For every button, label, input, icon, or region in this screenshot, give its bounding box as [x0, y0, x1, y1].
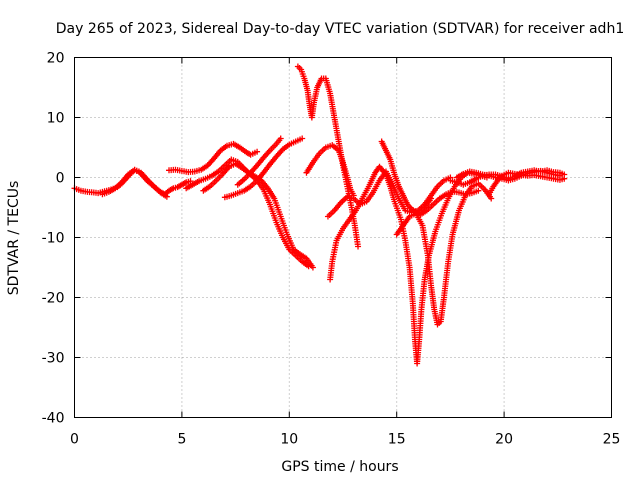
y-tick-label: -40: [42, 411, 65, 427]
y-tick-label: 20: [47, 51, 65, 67]
series-arc-6: [221, 135, 306, 201]
series-arc-7: [234, 135, 284, 188]
data-point: [163, 193, 170, 200]
y-tick-label: -10: [42, 231, 65, 247]
axis-ticks: 0 5 10 15 20 25 -40 -30 -20 -10 0 10 20: [42, 51, 621, 448]
data-marks: [71, 63, 568, 367]
data-point: [556, 172, 563, 179]
grid: [74, 57, 612, 418]
data-point: [277, 135, 284, 142]
data-point: [561, 175, 568, 182]
data-point: [428, 195, 435, 202]
data-point: [299, 135, 306, 142]
x-tick-label: 25: [603, 432, 621, 448]
x-axis-label: GPS time / hours: [281, 459, 398, 475]
y-tick-label: 0: [56, 171, 65, 187]
x-tick-label: 20: [495, 432, 513, 448]
data-point: [488, 195, 495, 202]
y-tick-label: -30: [42, 351, 65, 367]
series-arc-17: [453, 167, 563, 184]
x-tick-label: 10: [280, 432, 298, 448]
y-tick-label: 10: [47, 111, 65, 127]
data-point: [309, 264, 316, 271]
series-arc-9: [303, 142, 357, 199]
y-axis-label: SDTVAR / TECUs: [6, 181, 22, 296]
x-tick-label: 15: [388, 432, 406, 448]
series-arc-13: [393, 180, 495, 328]
series-arc-14: [417, 187, 482, 218]
x-tick-label: 5: [177, 432, 186, 448]
y-tick-label: -20: [42, 291, 65, 307]
series-arc-5: [200, 160, 316, 271]
data-point: [475, 187, 482, 194]
data-point: [355, 243, 362, 250]
series-arc-3: [166, 140, 261, 176]
chart-title: Day 265 of 2023, Sidereal Day-to-day VTE…: [56, 21, 624, 37]
series-arc-2: [99, 166, 170, 200]
data-point: [254, 148, 261, 155]
x-tick-label: 0: [70, 432, 79, 448]
